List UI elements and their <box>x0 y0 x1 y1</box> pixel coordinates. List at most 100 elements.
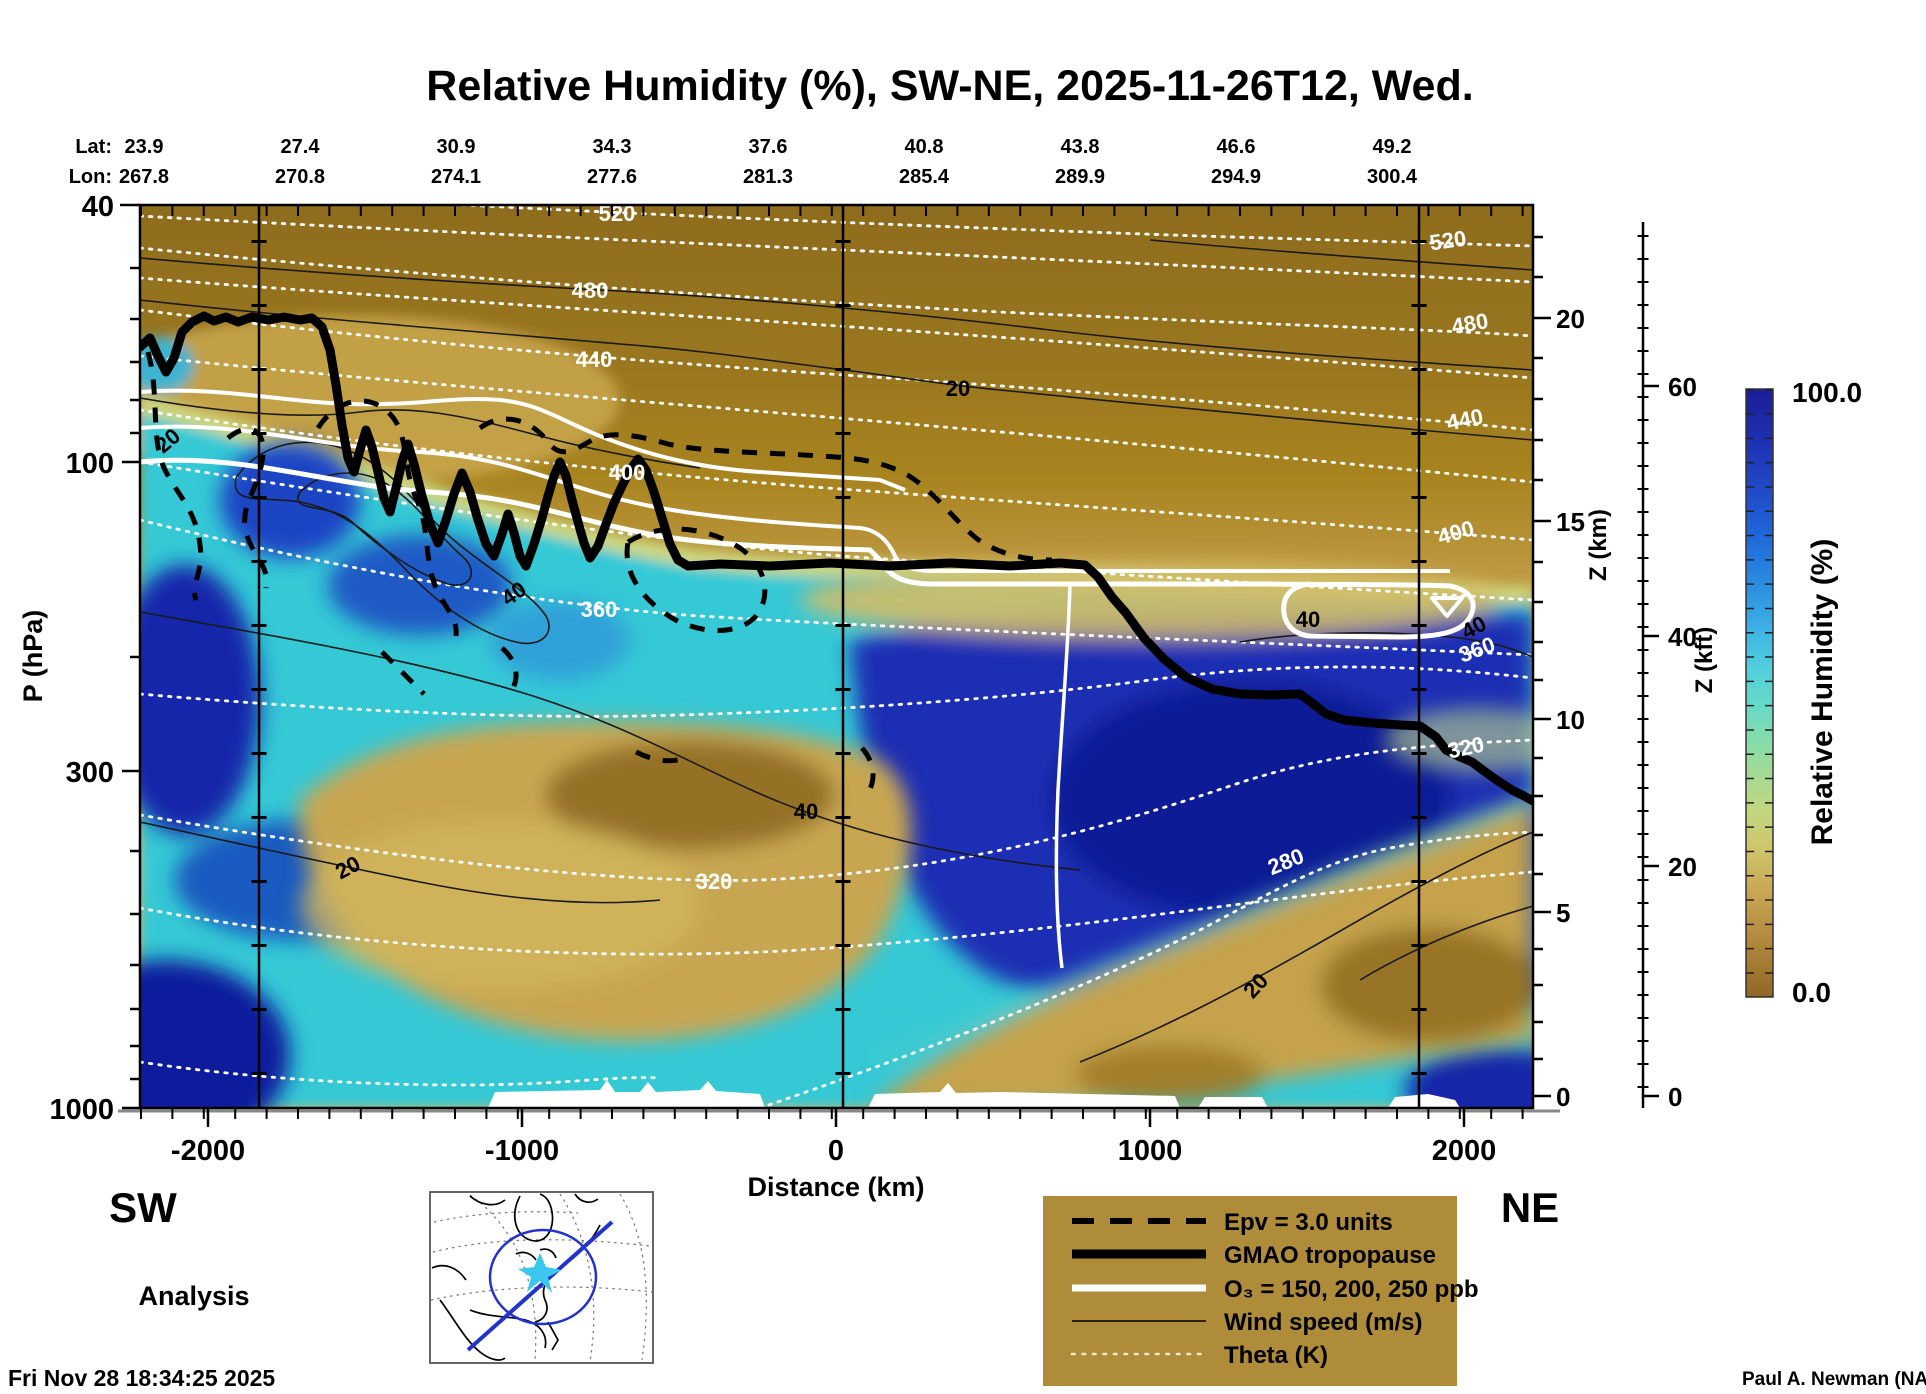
map-range-circle <box>488 1228 598 1326</box>
map-graticule <box>430 1193 653 1362</box>
moist-core <box>1405 1048 1533 1108</box>
dry-slot-halo <box>300 820 700 990</box>
lat-value: 49.2 <box>1373 136 1412 158</box>
wind-label: 40 <box>1296 607 1320 632</box>
colorbar-gradient <box>1745 388 1774 998</box>
colorbar-max-label: 100.0 <box>1792 377 1862 408</box>
pressure-axis-title: P (hPa) <box>18 610 48 703</box>
moist-core <box>1050 680 1450 920</box>
theta-label: 400 <box>609 460 646 485</box>
theta-label: 520 <box>599 201 636 226</box>
page-title: Relative Humidity (%), SW-NE, 2025-11-26… <box>426 62 1473 110</box>
ozone-contours <box>140 388 1476 969</box>
p-tick: 100 <box>66 448 114 480</box>
x-tick: 1000 <box>1118 1135 1183 1167</box>
credit: Paul A. Newman (NASA <box>1742 1369 1926 1390</box>
contour-legend: Epv = 3.0 units GMAO tropopause O₃ = 150… <box>1043 1196 1479 1386</box>
timestamp: Fri Nov 28 18:34:25 2025 <box>8 1365 275 1391</box>
z-kft-axis-title: Z (kft) <box>1691 627 1718 694</box>
surface-notches <box>488 1080 1460 1108</box>
theta-label: 480 <box>572 278 609 303</box>
wind-contours <box>140 239 1533 1063</box>
waypoint-reference-lines <box>251 205 1427 1108</box>
humidity-field: 520 480 440 400 360 320 520 480 440 400 … <box>140 201 1533 1108</box>
legend-item-theta: Theta (K) <box>1224 1342 1328 1369</box>
zkm-tick: 15 <box>1556 507 1585 537</box>
x-tick: -1000 <box>485 1135 559 1167</box>
z-km-axis-ticks <box>1533 235 1551 1098</box>
sw-endpoint-label: SW <box>109 1184 177 1231</box>
lat-value: 30.9 <box>437 136 476 158</box>
lat-value: 27.4 <box>281 136 321 158</box>
p-tick: 1000 <box>49 1094 114 1126</box>
dry-band <box>800 562 1500 638</box>
ne-endpoint-label: NE <box>1501 1184 1559 1231</box>
map-transect-line <box>466 1220 614 1352</box>
theta-label: 320 <box>696 869 733 894</box>
lon-value: 270.8 <box>275 166 325 188</box>
moist-core <box>490 600 630 680</box>
lon-value: 294.9 <box>1211 166 1261 188</box>
p-tick: 40 <box>82 191 114 223</box>
dry-wedge-core <box>1075 1045 1265 1105</box>
map-center-star-icon <box>518 1253 562 1293</box>
dry-slot-core <box>545 740 835 850</box>
lon-value: 267.8 <box>119 166 169 188</box>
legend-item-tropopause: GMAO tropopause <box>1224 1242 1436 1269</box>
colorbar: 100.0 0.0 Relative Humidity (%) <box>1745 377 1862 1008</box>
legend-item-ozone: O₃ = 150, 200, 250 ppb <box>1224 1276 1479 1303</box>
wind-label: 20 <box>946 376 970 401</box>
epv-contours <box>145 351 1053 798</box>
z-kft-axis-labels: 60 40 20 0 Z (kft) <box>1668 372 1718 1112</box>
zkft-tick: 40 <box>1668 622 1697 652</box>
lat-value: 37.6 <box>749 136 788 158</box>
z-km-axis-title: Z (km) <box>1585 509 1612 581</box>
zkft-tick: 20 <box>1668 852 1697 882</box>
lat-value: 34.3 <box>593 136 632 158</box>
lat-row-label: Lat: <box>75 136 112 158</box>
theta-label: 360 <box>581 597 618 622</box>
x-tick: 0 <box>828 1135 844 1167</box>
lat-value: 46.6 <box>1217 136 1256 158</box>
bottom-major-ticks <box>206 1108 1466 1127</box>
z-km-axis-labels: 20 15 10 5 0 Z (km) <box>1556 304 1612 1112</box>
pressure-axis-labels: 40 100 300 1000 P (hPa) <box>18 191 114 1126</box>
theta-label: 520 <box>1428 226 1468 256</box>
zkft-tick: 60 <box>1668 372 1697 402</box>
analysis-label: Analysis <box>138 1281 249 1311</box>
map-inset <box>429 1191 654 1364</box>
colorbar-min-label: 0.0 <box>1792 977 1831 1008</box>
x-tick: 2000 <box>1432 1135 1497 1167</box>
distance-axis-title: Distance (km) <box>747 1172 924 1202</box>
zkm-tick: 0 <box>1556 1082 1570 1112</box>
zkm-tick: 20 <box>1556 304 1585 334</box>
theta-contours <box>140 205 1533 1108</box>
p-tick: 300 <box>66 757 114 789</box>
moist-core <box>140 565 260 835</box>
lon-value: 274.1 <box>431 166 481 188</box>
lat-value: 23.9 <box>125 136 164 158</box>
lat-value: 43.8 <box>1061 136 1100 158</box>
top-lat-row: Lat: 23.9 27.4 30.9 34.3 37.6 40.8 43.8 … <box>75 136 1411 158</box>
legend-item-epv: Epv = 3.0 units <box>1224 1209 1393 1236</box>
x-tick: -2000 <box>171 1135 245 1167</box>
top-lon-row: Lon: 267.8 270.8 274.1 277.6 281.3 285.4… <box>69 166 1418 188</box>
moist-core <box>140 960 290 1108</box>
theta-label: 440 <box>576 347 613 372</box>
plot-frame <box>118 203 1659 1127</box>
zkm-tick: 5 <box>1556 898 1570 928</box>
pressure-axis-ticks <box>120 203 140 1110</box>
legend-item-wind: Wind speed (m/s) <box>1224 1309 1422 1336</box>
lon-row-label: Lon: <box>69 166 112 188</box>
gmao-tropopause-line <box>140 311 1533 806</box>
lon-value: 277.6 <box>587 166 637 188</box>
lon-value: 285.4 <box>899 166 950 188</box>
lon-value: 289.9 <box>1055 166 1105 188</box>
colorbar-title: Relative Humidity (%) <box>1806 539 1839 846</box>
lon-value: 300.4 <box>1367 166 1418 188</box>
dry-wedge-core <box>1320 927 1533 1043</box>
zkm-tick: 10 <box>1556 705 1585 735</box>
zkft-tick: 0 <box>1668 1082 1682 1112</box>
